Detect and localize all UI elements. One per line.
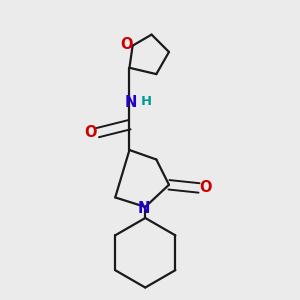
Text: N: N [125, 95, 137, 110]
Text: O: O [121, 37, 133, 52]
Text: H: H [140, 95, 152, 108]
Text: O: O [200, 180, 212, 195]
Text: N: N [137, 201, 150, 216]
Text: O: O [85, 125, 97, 140]
